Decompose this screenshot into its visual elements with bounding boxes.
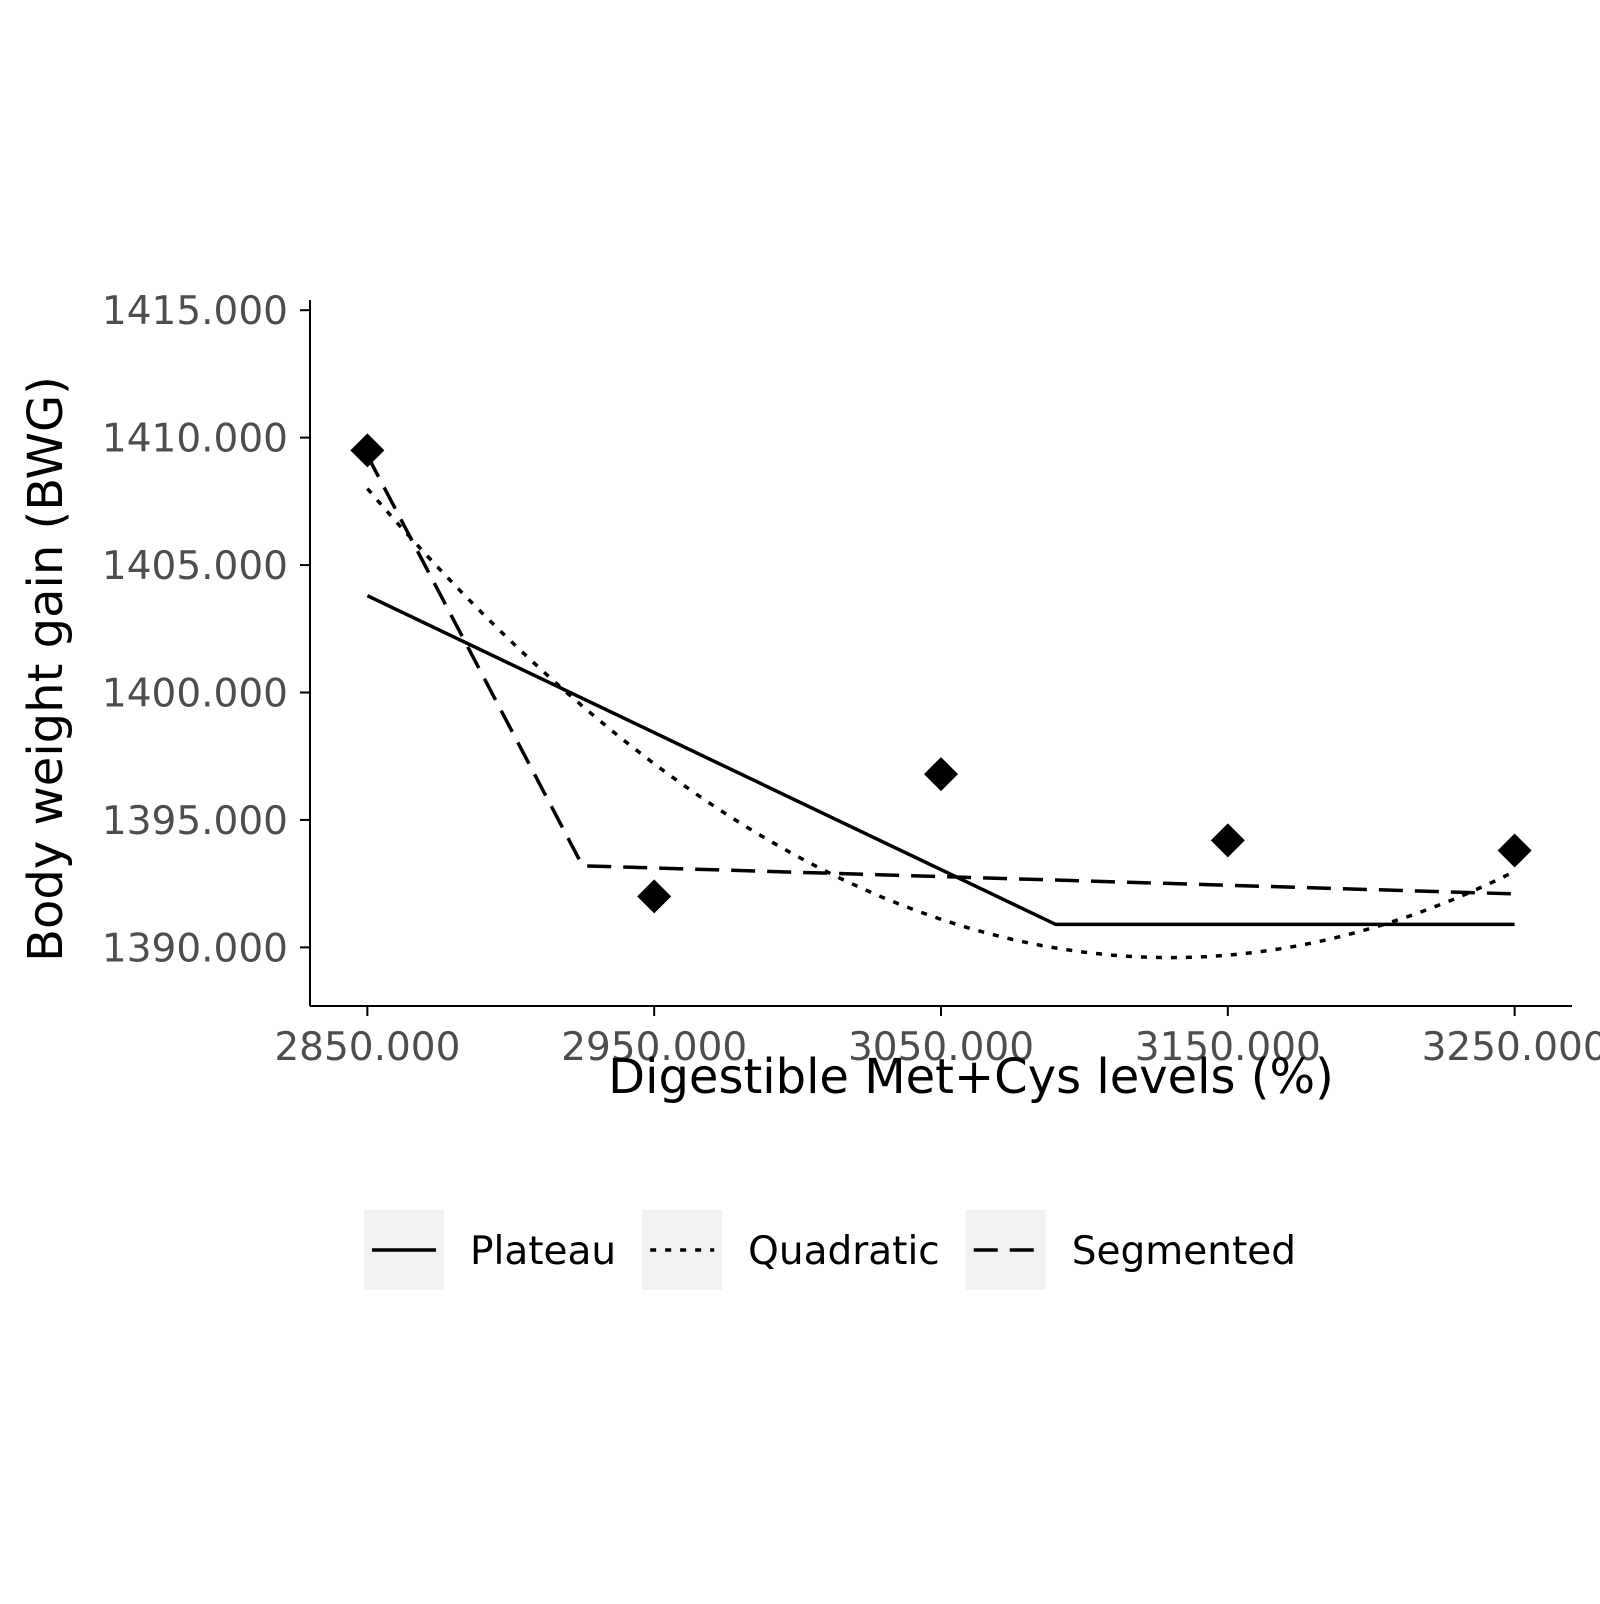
legend: Plateau Quadratic Segmented — [364, 1210, 1296, 1290]
legend-label: Plateau — [470, 1229, 616, 1274]
y-tick-label: 1400.000 — [102, 672, 288, 717]
data-point-diamond — [924, 757, 958, 792]
x-ticks: 2850.000 2950.000 3050.000 3150.000 3250.000 — [274, 1006, 1600, 1070]
x-tick-label: 2850.000 — [274, 1025, 460, 1070]
data-point-diamond — [1210, 823, 1245, 858]
data-point-diamond — [1497, 833, 1532, 868]
y-ticks: 1390.000 1395.000 1400.000 1405.000 1410.000… — [102, 289, 310, 971]
legend-item-plateau: Plateau — [364, 1210, 616, 1290]
y-tick-label: 1390.000 — [102, 926, 288, 971]
x-tick-label: 3050.000 — [848, 1025, 1034, 1070]
series-line-quadratic — [366, 487, 1516, 960]
series-lines — [365, 454, 1516, 960]
series-line-segmented — [365, 454, 1515, 896]
x-tick-label: 3250.000 — [1422, 1025, 1600, 1070]
y-axis-title: Body weight gain (BWG) — [18, 376, 74, 962]
y-tick-label: 1405.000 — [102, 544, 288, 589]
legend-item-segmented: Segmented — [965, 1210, 1296, 1290]
data-points — [350, 433, 1532, 914]
series-line-plateau — [366, 594, 1515, 927]
y-tick-label: 1395.000 — [102, 799, 288, 844]
x-axis-title: Digestible Met+Cys levels (%) — [608, 1049, 1334, 1105]
axes: 2850.000 2950.000 3050.000 3150.000 3250.000… — [102, 289, 1600, 1070]
legend-label: Segmented — [1072, 1229, 1296, 1274]
x-tick-label: 2950.000 — [561, 1025, 747, 1070]
data-point-diamond — [637, 879, 672, 914]
legend-label: Quadratic — [748, 1229, 940, 1274]
legend-item-quadratic: Quadratic — [642, 1210, 940, 1290]
data-point-diamond — [350, 433, 385, 468]
x-tick-label: 3150.000 — [1135, 1025, 1321, 1070]
y-tick-label: 1410.000 — [102, 417, 288, 462]
y-tick-label: 1415.000 — [102, 289, 288, 334]
